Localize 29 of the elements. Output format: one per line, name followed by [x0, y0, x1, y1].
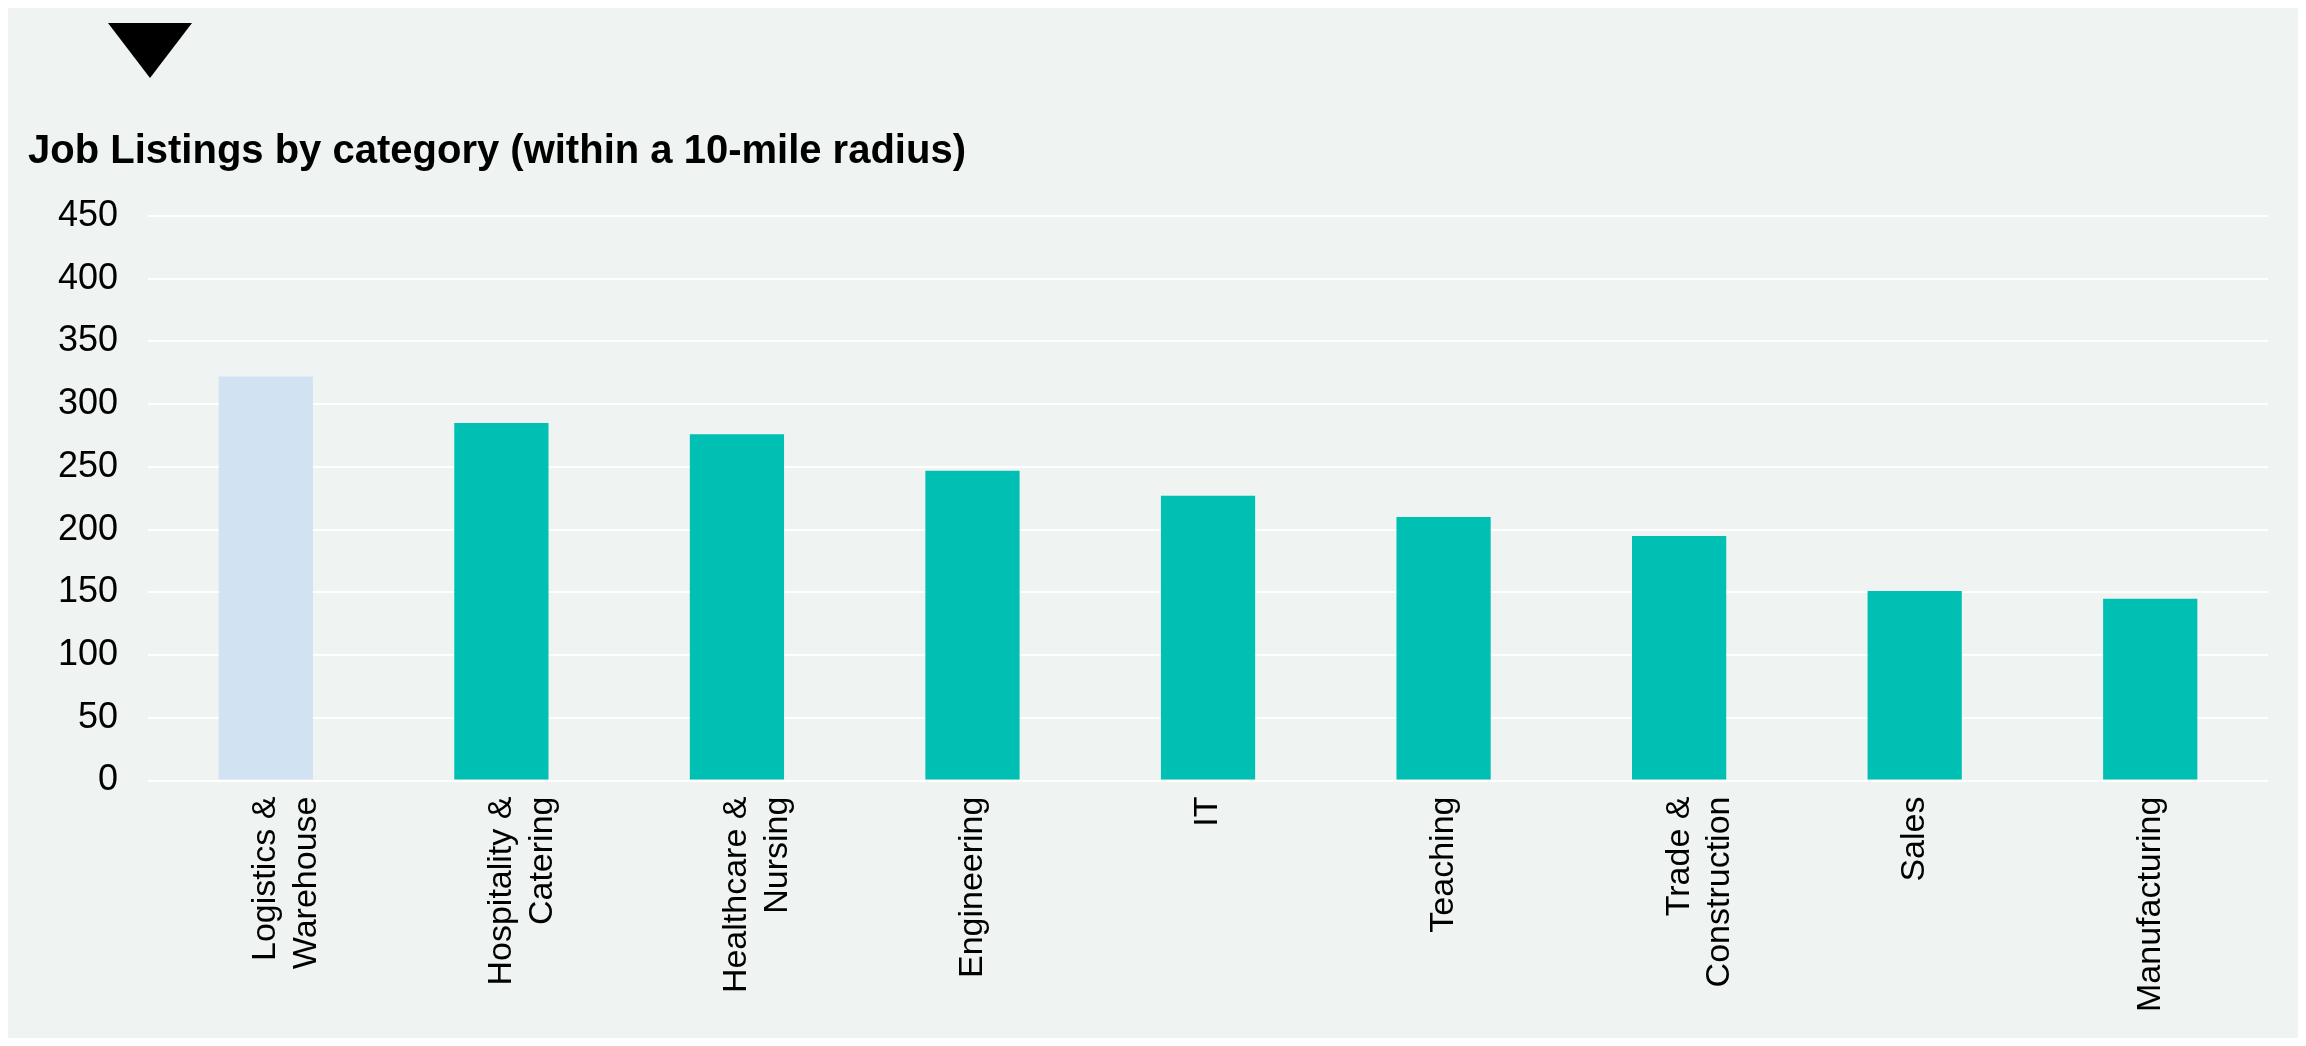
bar [218, 376, 313, 780]
x-tick-label: Hospitality & Catering [479, 796, 559, 986]
y-tick-label: 100 [57, 632, 119, 674]
chart-title: Job Listings by category (within a 10-mile radius) [28, 127, 966, 172]
bar [689, 434, 785, 780]
x-tick-label: Healthcare & Nursing [715, 796, 795, 994]
y-tick-label: 250 [57, 443, 119, 485]
y-tick-label: 200 [57, 506, 119, 548]
bar [454, 423, 549, 780]
x-tick-label: Sales [1893, 796, 1932, 882]
y-tick-label: 350 [57, 318, 119, 360]
bar [925, 470, 1020, 780]
y-tick-label: 400 [57, 255, 119, 297]
y-tick-label: 450 [57, 192, 119, 234]
bar [2103, 598, 2198, 780]
x-tick-label: Teaching [1421, 796, 1460, 933]
bar [1396, 517, 1491, 780]
x-tick-label: IT [1186, 796, 1225, 827]
y-tick-label: 300 [57, 381, 119, 423]
bar [1867, 591, 1962, 780]
x-tick-label: Logistics & Warehouse [244, 796, 324, 970]
x-tick-label: Manufacturing [2128, 796, 2167, 1013]
x-tick-label: Engineering [950, 796, 989, 979]
bar [1160, 495, 1256, 780]
y-tick-label: 0 [98, 757, 119, 799]
y-tick-label: 150 [57, 569, 119, 611]
y-tick-label: 50 [78, 694, 119, 736]
bar [1632, 535, 1727, 780]
x-tick-label: Trade & Construction [1657, 796, 1737, 988]
